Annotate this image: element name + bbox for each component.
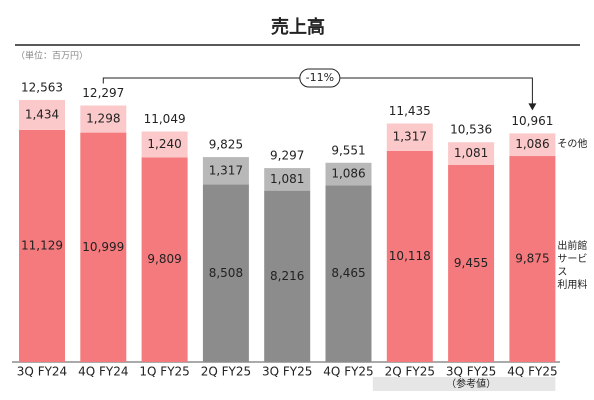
- annotation-bubble: [299, 68, 341, 88]
- bar-segment: [264, 190, 311, 362]
- total-label: 10,536: [450, 123, 492, 137]
- total-label: 12,563: [21, 80, 63, 94]
- value-label: 1,086: [515, 137, 549, 151]
- value-label: 1,081: [270, 172, 304, 186]
- bar-segment: [509, 156, 556, 362]
- bar-segment: [386, 150, 433, 362]
- bar-segment: [202, 157, 249, 185]
- value-label: 1,086: [331, 167, 365, 181]
- legend-label: 出前館 サービス 利用料: [557, 240, 588, 291]
- value-label: 10,999: [82, 240, 124, 254]
- value-label: 1,317: [393, 130, 427, 144]
- value-label: 9,809: [147, 252, 181, 266]
- bar-segment: [448, 142, 495, 165]
- bar-segment: [202, 184, 249, 362]
- bar-segment: [141, 131, 188, 158]
- bar-segment: [325, 162, 372, 186]
- bar-segment: [19, 99, 65, 130]
- legend-label: その他: [557, 139, 588, 151]
- value-label: 1,240: [147, 137, 181, 151]
- value-label: 1,434: [25, 107, 59, 121]
- value-label: 11,129: [21, 238, 63, 252]
- total-label: 9,297: [270, 149, 304, 163]
- x-tick-label: 2Q FY25: [201, 365, 251, 379]
- x-tick-label: 4Q FY25: [323, 365, 373, 379]
- value-label: 9,875: [515, 252, 549, 266]
- total-label: 11,435: [389, 104, 431, 118]
- note-box: [372, 377, 556, 391]
- x-tick-label: 3Q FY25: [446, 365, 496, 379]
- bar-segment: [19, 129, 65, 362]
- bar-segment: [80, 132, 127, 362]
- value-label: 1,298: [86, 112, 120, 126]
- x-tick-label: 3Q FY25: [262, 365, 312, 379]
- total-label: 11,049: [144, 112, 186, 126]
- unit-label: （単位：百万円）: [16, 50, 88, 62]
- total-label: 9,551: [331, 143, 365, 157]
- value-label: 8,216: [270, 269, 304, 283]
- bar-segment: [264, 168, 311, 191]
- value-label: 10,118: [389, 249, 431, 263]
- bar-segment: [448, 164, 495, 362]
- value-label: 8,508: [209, 266, 243, 280]
- total-label: 10,961: [511, 114, 553, 128]
- value-label: 1,081: [454, 146, 488, 160]
- x-tick-label: 4Q FY24: [78, 365, 128, 379]
- bar-segment: [80, 105, 127, 133]
- x-tick-label: 2Q FY25: [385, 365, 435, 379]
- chart-title: 売上高: [271, 16, 325, 38]
- x-tick-label: 3Q FY24: [17, 365, 67, 379]
- value-label: 8,465: [331, 266, 365, 280]
- category-note: （参考値）: [446, 377, 496, 390]
- arrow-head: [528, 103, 537, 111]
- value-label: 1,317: [209, 163, 243, 177]
- total-label: 12,297: [82, 86, 124, 100]
- bar-segment: [386, 123, 433, 151]
- bar-segment: [325, 185, 372, 362]
- x-tick-label: 4Q FY25: [507, 365, 557, 379]
- bar-segment: [141, 157, 188, 362]
- annotation-label: -11%: [306, 71, 334, 84]
- total-label: 9,825: [209, 138, 243, 152]
- bar-segment: [509, 133, 556, 157]
- value-label: 9,455: [454, 256, 488, 270]
- x-tick-label: 1Q FY25: [139, 365, 189, 379]
